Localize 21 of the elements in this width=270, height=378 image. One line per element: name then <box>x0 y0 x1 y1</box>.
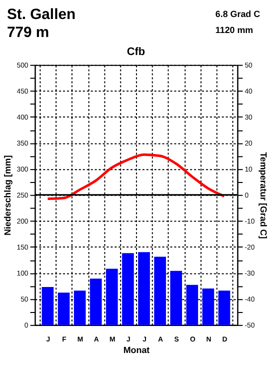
y2-axis-title: Temperatur [Grad C] <box>258 152 269 239</box>
y-axis-title: Niederschlag [mm] <box>2 155 13 236</box>
bar <box>186 284 198 325</box>
x-axis-title: Monat <box>123 345 150 356</box>
bar <box>122 253 134 325</box>
bar <box>202 288 214 325</box>
text: St. Gallen <box>6 7 76 24</box>
bar <box>42 286 54 325</box>
text: 779 m <box>6 25 50 42</box>
bar <box>138 252 150 325</box>
bar <box>74 290 86 325</box>
bar <box>90 278 102 325</box>
text: 1120 mm <box>215 25 254 36</box>
bar <box>58 292 70 325</box>
bar <box>170 270 182 325</box>
bar <box>218 290 230 325</box>
bar <box>106 268 118 325</box>
bar <box>154 256 166 325</box>
text: 6.8 Grad C <box>215 9 261 20</box>
chart-title: Cfb <box>126 46 146 58</box>
line-series <box>46 153 226 200</box>
